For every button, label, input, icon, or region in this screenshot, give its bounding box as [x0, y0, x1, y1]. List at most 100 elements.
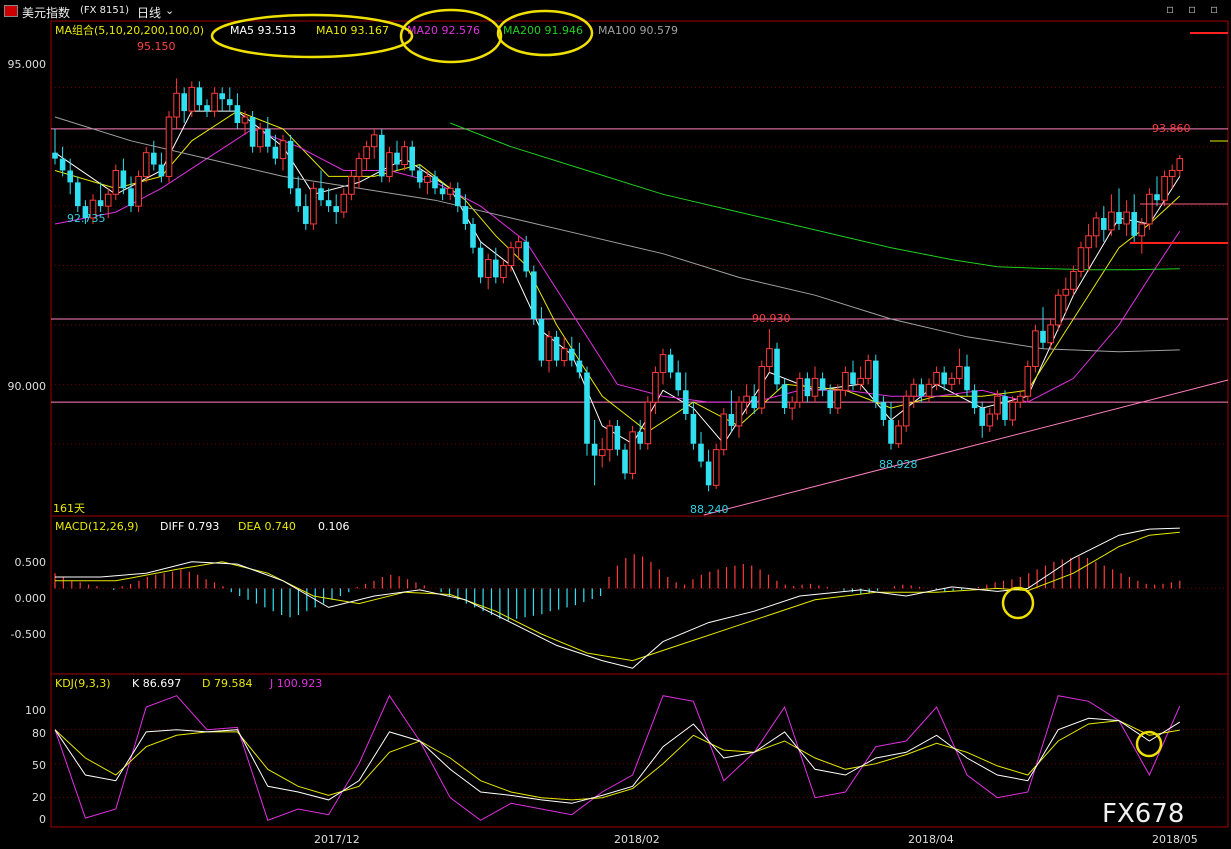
- candle: [417, 164, 423, 189]
- candle-body: [204, 105, 210, 112]
- candle-body: [272, 146, 279, 159]
- candle: [158, 152, 165, 183]
- macd-panel-frame: [50, 515, 1229, 675]
- kdj-k-line: [54, 717, 1181, 804]
- kdj-d-value: D 79.584: [202, 677, 252, 690]
- candle-body: [584, 372, 590, 444]
- candle: [850, 360, 856, 391]
- candle: [1116, 188, 1122, 230]
- candle: [1123, 200, 1130, 236]
- candle-body: [1161, 175, 1168, 201]
- candle: [340, 188, 348, 219]
- highlight-ellipse-ma5-ma10: [210, 13, 414, 59]
- candle-body: [667, 354, 674, 373]
- candle-body: [675, 372, 681, 391]
- candle: [804, 372, 811, 403]
- candle: [743, 384, 750, 415]
- candle-body: [1092, 217, 1100, 237]
- minimize-icon[interactable]: ▫: [1166, 2, 1175, 16]
- candle: [234, 93, 241, 129]
- y-tick-95: 95.000: [8, 58, 47, 71]
- candle-body: [569, 348, 575, 361]
- candle: [333, 194, 339, 224]
- kdj-panel-frame: [50, 673, 1229, 828]
- kdj-label[interactable]: KDJ(9,3,3): [55, 677, 111, 690]
- candle: [470, 218, 476, 254]
- x-label-2018-02: 2018/02: [614, 833, 660, 846]
- ma20-legend: MA20 92.576: [407, 24, 480, 37]
- x-label-2017-12: 2017/12: [314, 833, 360, 846]
- ma-line-ma200: [450, 122, 1180, 271]
- candle: [1168, 164, 1176, 189]
- candle-body: [994, 395, 1001, 415]
- macd-value: 0.106: [318, 520, 350, 533]
- candle: [89, 194, 97, 224]
- candle: [569, 336, 575, 367]
- candle: [151, 140, 157, 171]
- candle-body: [1108, 211, 1115, 231]
- macd-label[interactable]: MACD(12,26,9): [55, 520, 139, 533]
- candle: [515, 235, 522, 260]
- candle-body: [355, 158, 363, 177]
- candle-body: [97, 200, 104, 207]
- candle-body: [735, 401, 743, 427]
- annotation-high-95150: 95.150: [137, 40, 176, 53]
- candle: [227, 87, 233, 112]
- candle: [842, 366, 849, 397]
- close-icon[interactable]: ▫: [1210, 2, 1219, 16]
- candle: [1062, 277, 1070, 314]
- macd-y-tick-0000: 0.000: [15, 592, 47, 605]
- candle: [979, 402, 985, 438]
- candle: [1054, 289, 1062, 331]
- candle-body: [1085, 235, 1092, 249]
- x-label-2018-04: 2018/04: [908, 833, 954, 846]
- candle-body: [819, 378, 826, 391]
- candle-body: [188, 86, 196, 112]
- candle-body: [142, 152, 150, 177]
- candle-body: [705, 461, 712, 486]
- candle: [477, 241, 484, 284]
- kdj-j-value: J 100.923: [269, 677, 322, 690]
- maximize-icon[interactable]: ▫: [1188, 2, 1197, 16]
- candle: [1032, 324, 1039, 373]
- candle: [531, 265, 537, 325]
- candle: [964, 354, 970, 397]
- candle: [766, 329, 773, 373]
- candle: [97, 182, 104, 213]
- candle: [219, 87, 225, 112]
- highlight-circle-kdj-cross: [1135, 730, 1163, 758]
- candle-body: [964, 366, 970, 391]
- candle-body: [279, 140, 287, 160]
- instrument-name: 美元指数: [22, 6, 71, 20]
- candle-body: [1131, 212, 1137, 236]
- kdj-plot: [51, 694, 1228, 821]
- ma-indicator-label[interactable]: MA组合(5,10,20,200,100,0): [55, 23, 204, 37]
- candle-body: [751, 396, 757, 409]
- kdj-y-tick-20: 20: [32, 791, 46, 804]
- candle: [659, 348, 667, 385]
- candle: [1077, 241, 1085, 278]
- candle: [819, 372, 826, 397]
- candle-body: [165, 116, 173, 177]
- kdj-d-line: [54, 720, 1180, 801]
- candle: [690, 402, 697, 450]
- candle-body: [515, 241, 522, 249]
- highlight-ellipse-ma200: [496, 9, 594, 57]
- candle-body: [1009, 401, 1016, 421]
- period-selector[interactable]: 日线: [137, 6, 162, 20]
- candle-body: [576, 360, 583, 373]
- instrument-code: (FX 8151): [80, 5, 130, 16]
- candle-body: [455, 188, 461, 207]
- candle-body: [880, 402, 887, 420]
- candle-body: [728, 414, 735, 426]
- candle-body: [842, 371, 849, 391]
- candle: [75, 176, 81, 213]
- candle-body: [348, 175, 355, 195]
- candle-body: [417, 170, 423, 183]
- candle-body: [303, 206, 309, 224]
- candle-body: [864, 360, 872, 379]
- candle: [272, 134, 279, 165]
- candle: [652, 366, 659, 415]
- candle-body: [1176, 158, 1184, 171]
- chevron-down-icon[interactable]: ⌄: [165, 4, 175, 17]
